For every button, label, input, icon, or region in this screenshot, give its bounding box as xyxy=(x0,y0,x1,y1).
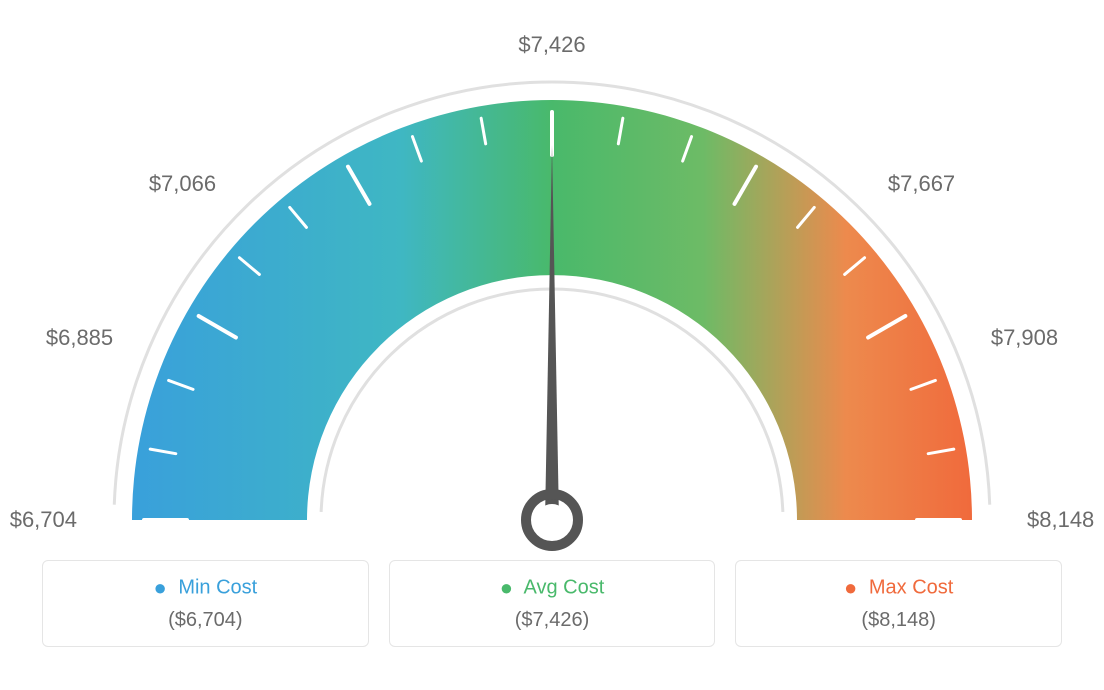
min-cost-label-row: ● Min Cost xyxy=(43,575,368,601)
max-cost-dot-icon: ● xyxy=(844,575,857,600)
avg-cost-value: ($7,426) xyxy=(390,609,715,632)
svg-text:$8,148: $8,148 xyxy=(1027,507,1094,532)
min-cost-card: ● Min Cost ($6,704) xyxy=(42,560,369,647)
svg-text:$7,426: $7,426 xyxy=(518,32,585,57)
min-cost-value: ($6,704) xyxy=(43,609,368,632)
min-cost-dot-icon: ● xyxy=(153,575,166,600)
max-cost-label-row: ● Max Cost xyxy=(736,575,1061,601)
cost-cards-row: ● Min Cost ($6,704) ● Avg Cost ($7,426) … xyxy=(32,560,1072,647)
svg-text:$7,066: $7,066 xyxy=(149,171,216,196)
svg-text:$7,667: $7,667 xyxy=(888,171,955,196)
min-cost-label: Min Cost xyxy=(178,576,257,598)
svg-text:$7,908: $7,908 xyxy=(991,325,1058,350)
avg-cost-dot-icon: ● xyxy=(500,575,513,600)
gauge-chart: $6,704 $6,885 $7,066 $7,426 $7,667 $7,908 $8,1… xyxy=(0,0,1104,560)
svg-text:$6,704: $6,704 xyxy=(10,507,77,532)
gauge-svg: $6,704 $6,885 $7,066 $7,426 $7,667 $7,908 $8,1… xyxy=(0,0,1104,560)
avg-cost-label: Avg Cost xyxy=(523,576,604,598)
max-cost-card: ● Max Cost ($8,148) xyxy=(735,560,1062,647)
avg-cost-label-row: ● Avg Cost xyxy=(390,575,715,601)
svg-text:$6,885: $6,885 xyxy=(46,325,113,350)
max-cost-label: Max Cost xyxy=(869,576,953,598)
max-cost-value: ($8,148) xyxy=(736,609,1061,632)
avg-cost-card: ● Avg Cost ($7,426) xyxy=(389,560,716,647)
